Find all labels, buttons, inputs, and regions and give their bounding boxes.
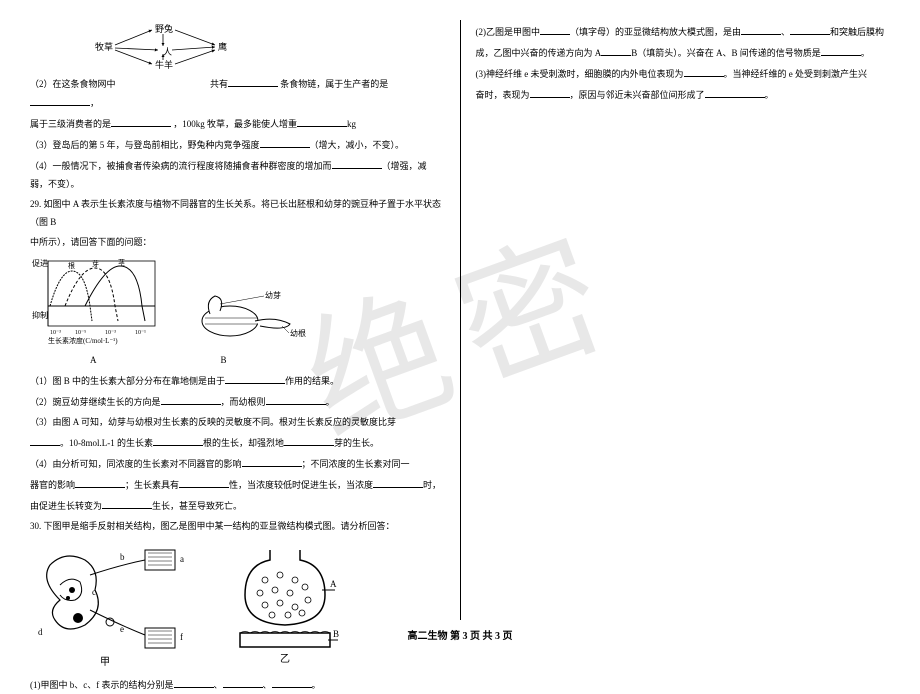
foodweb-diagram: 牧草 野兔 人 牛羊 鹰 bbox=[90, 20, 240, 70]
blank bbox=[111, 114, 171, 127]
q30-1: (1)甲图中 b、c、f 表示的结构分别是 bbox=[30, 680, 174, 690]
svg-text:生长素浓度(C/mol·L⁻¹): 生长素浓度(C/mol·L⁻¹) bbox=[48, 336, 118, 345]
q2f-text: ，100kg 牧草，最多能使人增重 bbox=[173, 119, 297, 129]
svg-text:人: 人 bbox=[163, 47, 172, 57]
q29-1: （1）图 B 中的生长素大部分分布在靠地侧是由于 bbox=[30, 376, 225, 386]
q30-text: 30. 下图甲是缩手反射相关结构，图乙是图甲中某一结构的亚显微结构模式图。请分析… bbox=[30, 517, 445, 535]
blank bbox=[373, 475, 423, 488]
q2-text: （2）在这条食物网中 bbox=[30, 79, 116, 89]
chart-a: 促进 抑制 根 芽 茎 10⁻³ 10⁻⁵ 10⁻³ 10⁻¹ 生长素浓度(C/… bbox=[30, 256, 160, 346]
svg-text:甲: 甲 bbox=[100, 657, 110, 668]
svg-text:乙: 乙 bbox=[280, 653, 290, 665]
q29b-text: 中所示），请回答下面的问题： bbox=[30, 233, 445, 251]
reflex-row: a b c d e f 甲 A bbox=[30, 540, 445, 670]
blank bbox=[153, 433, 203, 446]
synapse-diagram: A B 乙 bbox=[230, 545, 340, 665]
blank bbox=[332, 156, 382, 169]
blank bbox=[174, 675, 214, 688]
label-b: B bbox=[221, 355, 227, 365]
blank bbox=[260, 135, 310, 148]
q30-2: (2)乙图是甲图中 bbox=[476, 27, 541, 37]
right-column: (2)乙图是甲图中（填字母）的亚显微结构放大模式图，是由、和突触后膜构 成，乙图… bbox=[466, 20, 901, 620]
svg-text:B: B bbox=[333, 629, 339, 639]
blank bbox=[601, 43, 631, 56]
blank bbox=[272, 675, 312, 688]
q29-2: （2）豌豆幼芽继续生长的方向是 bbox=[30, 397, 161, 407]
blank bbox=[684, 64, 724, 77]
q3-text: （3）登岛后的第 5 年，与登岛前相比，野兔种内竞争强度 bbox=[30, 140, 260, 150]
blank bbox=[223, 675, 263, 688]
blank bbox=[242, 454, 302, 467]
svg-text:a: a bbox=[180, 554, 184, 564]
chart-row: 促进 抑制 根 芽 茎 10⁻³ 10⁻⁵ 10⁻³ 10⁻¹ 生长素浓度(C/… bbox=[30, 256, 445, 346]
svg-text:芽: 芽 bbox=[92, 259, 99, 268]
label-a: A bbox=[90, 355, 96, 365]
column-divider bbox=[460, 20, 461, 620]
blank bbox=[161, 392, 221, 405]
svg-text:野兔: 野兔 bbox=[155, 23, 173, 34]
svg-text:10⁻³: 10⁻³ bbox=[50, 330, 61, 336]
svg-text:c: c bbox=[92, 587, 96, 597]
blank bbox=[102, 496, 152, 509]
blank bbox=[225, 371, 285, 384]
q4-text: （4）一般情况下，被捕食者传染病的流行程度将随捕食者种群密度的增加而 bbox=[30, 161, 332, 171]
svg-text:促进: 促进 bbox=[32, 258, 48, 268]
q30-3: (3)神经纤维 e 未受刺激时，细胞膜的内外电位表现为 bbox=[476, 69, 684, 79]
q2b-text: 共有 bbox=[210, 79, 228, 89]
svg-text:f: f bbox=[180, 632, 183, 642]
q2c-text: 条食物链，属于生产者的是 bbox=[280, 79, 388, 89]
svg-text:10⁻¹: 10⁻¹ bbox=[135, 330, 146, 336]
blank bbox=[705, 85, 765, 98]
blank bbox=[540, 22, 570, 35]
svg-text:牛羊: 牛羊 bbox=[155, 59, 173, 70]
svg-text:e: e bbox=[120, 624, 124, 634]
q29-3: （3）由图 A 可知，幼芽与幼根对生长素的反映的灵敏度不同。根对生长素反应的灵敏… bbox=[30, 417, 396, 427]
svg-text:鹰: 鹰 bbox=[218, 41, 227, 52]
blank bbox=[30, 433, 60, 446]
svg-text:幼芽: 幼芽 bbox=[265, 290, 281, 300]
blank bbox=[266, 392, 326, 405]
blank bbox=[821, 43, 861, 56]
blank bbox=[297, 114, 347, 127]
svg-text:幼根: 幼根 bbox=[290, 328, 306, 338]
svg-text:根: 根 bbox=[68, 261, 75, 270]
q29-4: （4）由分析可知，同浓度的生长素对不同器官的影响 bbox=[30, 459, 242, 469]
reflex-arc-diagram: a b c d e f 甲 bbox=[30, 540, 190, 670]
blank bbox=[284, 433, 334, 446]
blank bbox=[790, 22, 830, 35]
svg-text:10⁻⁵: 10⁻⁵ bbox=[75, 330, 86, 336]
svg-text:d: d bbox=[38, 627, 43, 637]
blank bbox=[75, 475, 125, 488]
svg-text:茎: 茎 bbox=[118, 258, 125, 267]
left-column: 牧草 野兔 人 牛羊 鹰 （2）在这条食物网中 共有 条食物链，属于生产者的是 ，… bbox=[20, 20, 455, 620]
blank bbox=[179, 475, 229, 488]
svg-text:抑制: 抑制 bbox=[32, 310, 48, 320]
svg-text:牧草: 牧草 bbox=[95, 41, 113, 52]
q2e-text: 属于三级消费者的是 bbox=[30, 119, 111, 129]
svg-text:b: b bbox=[120, 552, 125, 562]
page-container: 牧草 野兔 人 牛羊 鹰 （2）在这条食物网中 共有 条食物链，属于生产者的是 ，… bbox=[0, 0, 920, 620]
blank bbox=[30, 93, 90, 106]
blank bbox=[741, 22, 781, 35]
q29-text: 29. 如图中 A 表示生长素浓度与植物不同器官的生长关系。将已长出胚根和幼芽的… bbox=[30, 195, 445, 231]
blank bbox=[530, 85, 570, 98]
blank bbox=[228, 74, 278, 87]
svg-text:10⁻³: 10⁻³ bbox=[105, 330, 116, 336]
seed-diagram: 幼芽 幼根 bbox=[190, 286, 310, 346]
svg-text:A: A bbox=[330, 579, 337, 589]
